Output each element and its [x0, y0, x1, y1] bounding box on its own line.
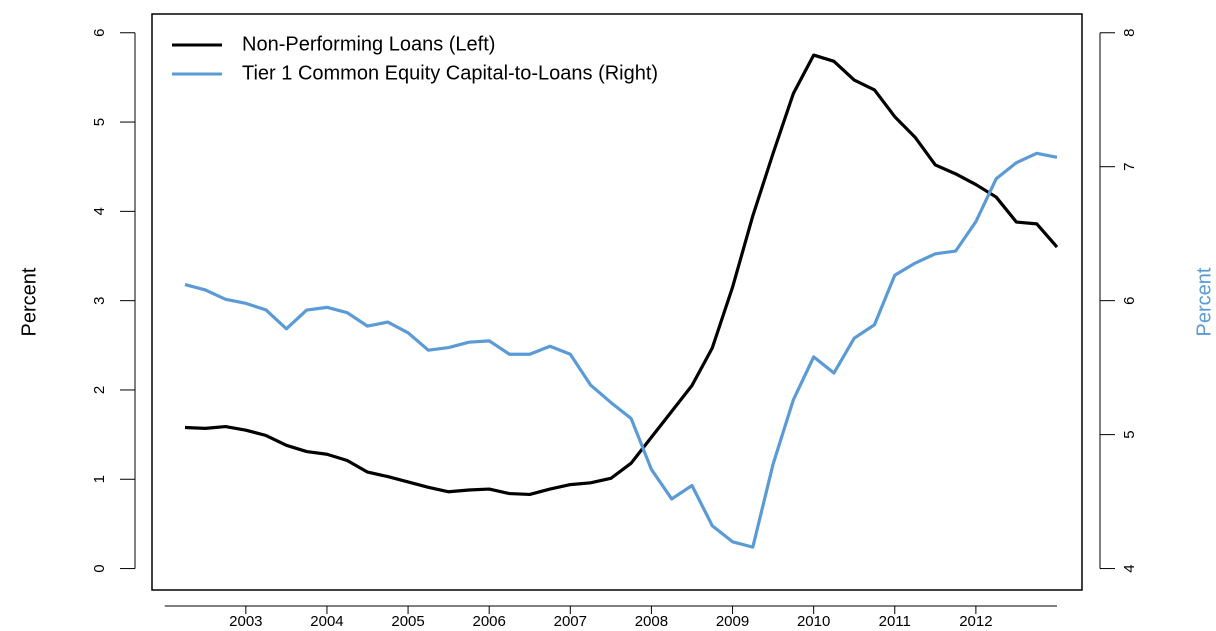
- x-tick-label: 2011: [879, 613, 911, 630]
- plot-frame: [151, 13, 1083, 591]
- x-tick-label: 2006: [472, 613, 505, 630]
- y2-tick-label: 5: [1121, 430, 1138, 438]
- y2-axis-title: Percent: [1193, 267, 1215, 336]
- y2-tick-label: 7: [1121, 163, 1138, 171]
- y-tick-label: 0: [91, 564, 108, 572]
- y-tick-label: 4: [91, 207, 108, 215]
- y-tick-label: 6: [91, 29, 108, 37]
- y-tick-label: 1: [91, 475, 108, 483]
- x-tick-label: 2010: [797, 613, 830, 630]
- x-tick-label: 2005: [391, 613, 424, 630]
- y-tick-label: 2: [91, 386, 108, 394]
- y-tick-label: 3: [91, 296, 108, 304]
- y2-tick-label: 8: [1121, 29, 1138, 37]
- series-line: [184, 151, 1058, 549]
- x-tick-label: 2003: [229, 613, 262, 630]
- legend-text: Tier 1 Common Equity Capital-to-Loans (R…: [242, 62, 658, 84]
- y-tick-label: 5: [91, 118, 108, 126]
- x-tick-label: 2007: [554, 613, 587, 630]
- y2-tick-label: 4: [1121, 564, 1138, 572]
- x-tick-label: 2004: [310, 613, 343, 630]
- x-tick-label: 2012: [959, 613, 992, 630]
- x-tick-label: 2009: [716, 613, 749, 630]
- x-tick-label: 2008: [635, 613, 668, 630]
- y-axis-title: Percent: [18, 267, 40, 336]
- legend-text: Non-Performing Loans (Left): [242, 33, 495, 55]
- y2-tick-label: 6: [1121, 296, 1138, 304]
- series-line: [184, 53, 1059, 497]
